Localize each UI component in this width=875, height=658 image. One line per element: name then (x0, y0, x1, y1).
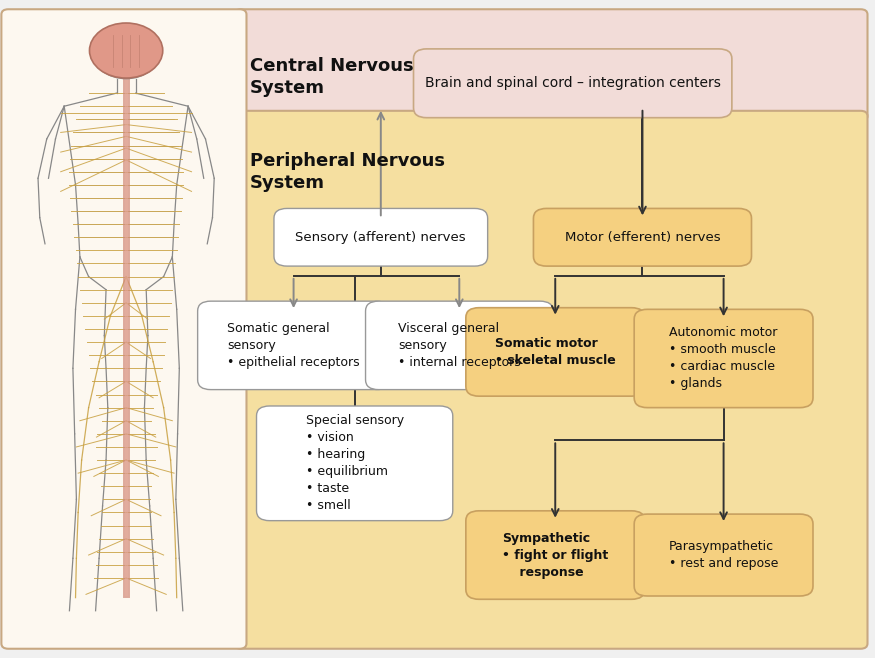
Text: Somatic general
sensory
• epithelial receptors: Somatic general sensory • epithelial rec… (228, 322, 360, 369)
FancyBboxPatch shape (466, 308, 645, 396)
Text: Autonomic motor
• smooth muscle
• cardiac muscle
• glands: Autonomic motor • smooth muscle • cardia… (669, 326, 778, 390)
FancyBboxPatch shape (234, 111, 867, 649)
Text: Brain and spinal cord – integration centers: Brain and spinal cord – integration cent… (424, 76, 721, 90)
Text: Special sensory
• vision
• hearing
• equilibrium
• taste
• smell: Special sensory • vision • hearing • equ… (305, 415, 403, 513)
FancyBboxPatch shape (366, 301, 553, 390)
Circle shape (89, 23, 163, 78)
FancyBboxPatch shape (634, 514, 813, 596)
FancyBboxPatch shape (2, 9, 247, 649)
FancyBboxPatch shape (274, 209, 487, 266)
FancyBboxPatch shape (534, 209, 752, 266)
FancyBboxPatch shape (634, 309, 813, 407)
Text: Sensory (afferent) nerves: Sensory (afferent) nerves (296, 231, 466, 243)
FancyBboxPatch shape (234, 9, 867, 121)
FancyBboxPatch shape (466, 511, 645, 599)
Text: Sympathetic
• fight or flight
    response: Sympathetic • fight or flight response (502, 532, 608, 578)
Circle shape (93, 29, 159, 79)
FancyBboxPatch shape (198, 301, 389, 390)
Text: Parasympathetic
• rest and repose: Parasympathetic • rest and repose (668, 540, 778, 570)
Text: Somatic motor
• skeletal muscle: Somatic motor • skeletal muscle (495, 337, 616, 367)
Text: Peripheral Nervous
System: Peripheral Nervous System (250, 151, 445, 192)
Text: Central Nervous
System: Central Nervous System (250, 57, 414, 97)
FancyBboxPatch shape (414, 49, 732, 118)
Text: Visceral general
sensory
• internal receptors: Visceral general sensory • internal rece… (398, 322, 521, 369)
FancyBboxPatch shape (256, 406, 452, 520)
Text: Motor (efferent) nerves: Motor (efferent) nerves (564, 231, 720, 243)
